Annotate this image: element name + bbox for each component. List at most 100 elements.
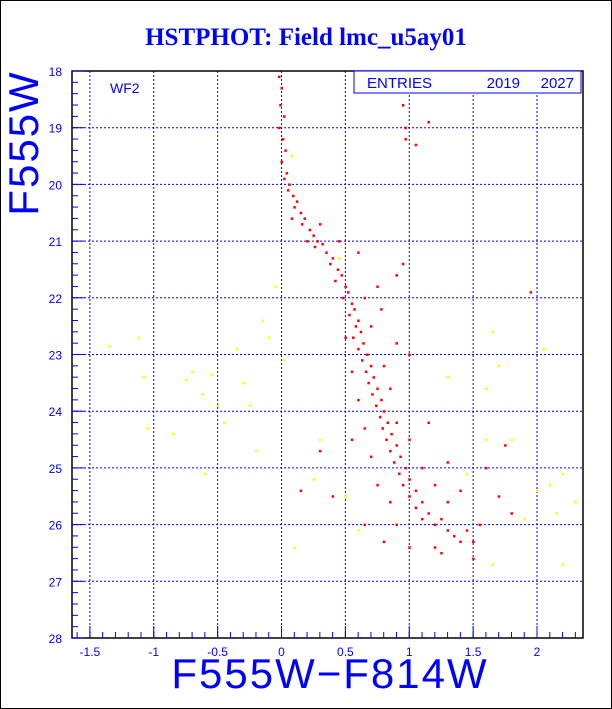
data-point-good — [371, 393, 374, 396]
data-point-good — [360, 359, 364, 362]
data-point-good — [281, 138, 285, 141]
data-point-other — [510, 438, 513, 442]
data-point-good — [395, 523, 398, 527]
data-point-good — [313, 245, 317, 249]
data-point-good — [376, 387, 379, 391]
data-point-other — [561, 472, 565, 476]
data-point-good — [280, 160, 284, 164]
data-point-good — [433, 546, 437, 549]
data-point-other — [184, 379, 188, 382]
data-point-good — [392, 461, 396, 464]
y-tick-label: 26 — [49, 519, 63, 533]
data-point-good — [353, 308, 356, 311]
y-tick-label: 23 — [49, 349, 63, 363]
data-point-good — [427, 421, 430, 425]
data-point-good — [414, 489, 418, 493]
data-point-other — [484, 387, 488, 391]
data-point-good — [382, 540, 386, 544]
data-point-good — [404, 126, 407, 130]
data-point-good — [421, 517, 424, 521]
data-point-good — [363, 427, 367, 430]
data-point-good — [440, 517, 443, 521]
data-point-good — [300, 223, 304, 226]
wf2-annotation: WF2 — [110, 80, 140, 96]
data-point-good — [395, 444, 398, 447]
x-tick-label: 2 — [534, 645, 541, 659]
data-point-good — [277, 126, 281, 130]
data-point-good — [318, 223, 322, 226]
data-point-good — [357, 251, 360, 254]
data-point-other — [216, 404, 220, 408]
x-tick-label: -1.5 — [80, 645, 101, 659]
data-point-good — [510, 512, 513, 515]
data-point-good — [352, 336, 355, 339]
data-point-good — [363, 296, 367, 300]
data-point-good — [446, 461, 450, 464]
data-point-good — [369, 325, 373, 328]
x-axis-label: F555W−F814W — [171, 650, 489, 697]
data-point-good — [280, 87, 284, 90]
data-point-good — [357, 398, 360, 402]
data-point-other — [555, 512, 558, 515]
data-point-good — [331, 257, 335, 260]
data-point-other — [137, 336, 140, 339]
data-point-good — [334, 279, 337, 283]
stats-entries-value-second: 2027 — [541, 75, 574, 92]
stats-entries-label: ENTRIES — [367, 75, 432, 92]
data-point-good — [285, 172, 289, 175]
y-tick-label: 21 — [49, 235, 63, 249]
data-point-other — [491, 563, 494, 566]
data-point-other — [108, 344, 111, 348]
data-point-good — [408, 495, 411, 498]
data-point-good — [427, 121, 430, 124]
data-point-good — [375, 404, 378, 408]
data-point-good — [283, 115, 286, 118]
y-tick-label: 27 — [49, 575, 63, 589]
data-point-other — [248, 404, 252, 408]
data-point-good — [306, 240, 309, 243]
data-point-good — [440, 551, 443, 555]
stats-box: ENTRIES 2019 2027 — [353, 70, 582, 94]
data-point-good — [299, 211, 303, 215]
data-point-good — [389, 500, 392, 504]
data-point-other — [235, 347, 239, 351]
y-tick-label: 19 — [49, 122, 63, 136]
data-point-good — [478, 523, 482, 527]
data-point-good — [348, 313, 351, 317]
data-point-good — [284, 149, 287, 152]
data-point-good — [446, 500, 450, 504]
data-point-other — [267, 336, 271, 339]
data-point-good — [299, 489, 303, 493]
data-point-good — [382, 364, 386, 368]
data-point-good — [369, 455, 373, 459]
data-point-other — [344, 495, 347, 498]
data-point-good — [385, 438, 388, 442]
data-point-good — [344, 285, 347, 288]
data-point-good — [382, 410, 386, 413]
data-point-good — [293, 206, 296, 209]
data-point-good — [408, 478, 411, 481]
data-point-other — [146, 427, 149, 430]
data-point-other — [290, 155, 294, 158]
data-point-good — [329, 262, 332, 266]
data-point-good — [414, 143, 418, 147]
data-point-other — [293, 546, 296, 549]
data-point-good — [472, 540, 475, 544]
data-point-good — [359, 330, 363, 334]
y-tick-label: 18 — [49, 65, 63, 79]
data-point-other — [254, 449, 258, 453]
data-point-good — [452, 534, 456, 538]
data-point-good — [427, 512, 430, 515]
data-point-other — [561, 563, 565, 566]
data-point-good — [367, 381, 370, 385]
data-point-other — [171, 432, 175, 436]
data-point-good — [316, 240, 319, 243]
data-point-good — [386, 421, 390, 425]
data-point-good — [325, 251, 328, 254]
data-point-good — [395, 274, 398, 277]
data-point-good — [389, 387, 392, 391]
data-point-other — [574, 500, 577, 504]
data-point-good — [465, 529, 469, 532]
data-point-good — [344, 336, 347, 339]
